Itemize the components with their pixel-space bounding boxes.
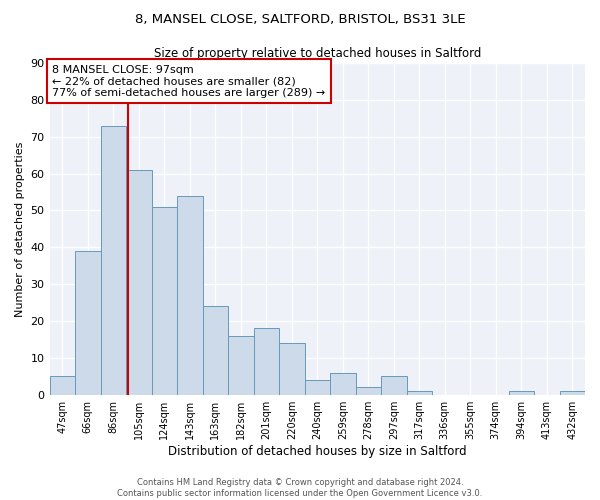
Bar xyxy=(203,306,228,394)
Bar xyxy=(381,376,407,394)
Title: Size of property relative to detached houses in Saltford: Size of property relative to detached ho… xyxy=(154,48,481,60)
Bar xyxy=(177,196,203,394)
Bar xyxy=(50,376,75,394)
Bar xyxy=(228,336,254,394)
Bar xyxy=(407,391,432,394)
Bar xyxy=(560,391,585,394)
Bar xyxy=(305,380,330,394)
Bar xyxy=(152,207,177,394)
Bar xyxy=(356,388,381,394)
Text: 8, MANSEL CLOSE, SALTFORD, BRISTOL, BS31 3LE: 8, MANSEL CLOSE, SALTFORD, BRISTOL, BS31… xyxy=(134,12,466,26)
Bar xyxy=(509,391,534,394)
Y-axis label: Number of detached properties: Number of detached properties xyxy=(15,141,25,316)
Text: 8 MANSEL CLOSE: 97sqm
← 22% of detached houses are smaller (82)
77% of semi-deta: 8 MANSEL CLOSE: 97sqm ← 22% of detached … xyxy=(52,64,325,98)
Bar xyxy=(279,343,305,394)
Bar xyxy=(254,328,279,394)
Bar xyxy=(330,372,356,394)
Bar xyxy=(101,126,126,394)
X-axis label: Distribution of detached houses by size in Saltford: Distribution of detached houses by size … xyxy=(168,444,467,458)
Bar xyxy=(126,170,152,394)
Text: Contains HM Land Registry data © Crown copyright and database right 2024.
Contai: Contains HM Land Registry data © Crown c… xyxy=(118,478,482,498)
Bar xyxy=(75,251,101,394)
